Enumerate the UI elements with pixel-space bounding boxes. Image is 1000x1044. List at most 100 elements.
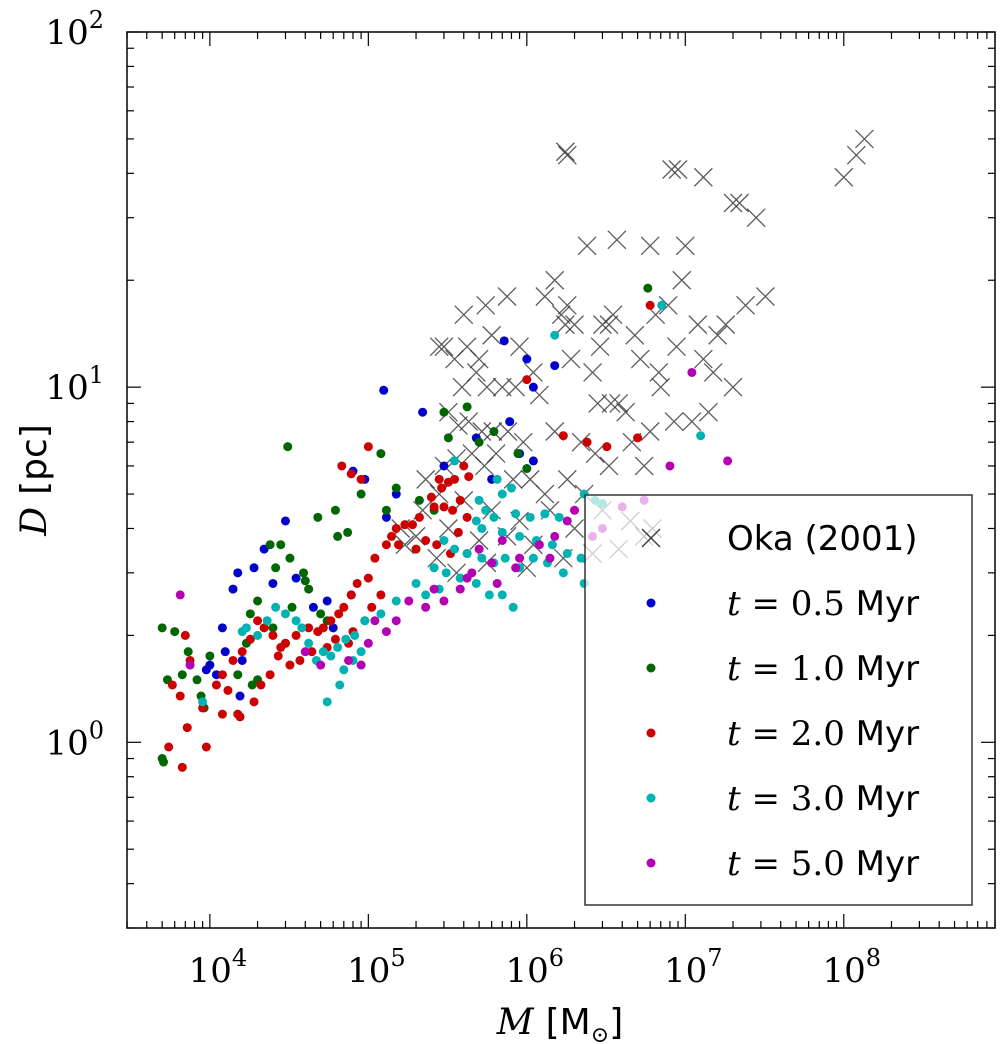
point-t-2-0-myr [253, 616, 263, 626]
point-t-1-0-myr [330, 505, 340, 515]
point-t-1-0-myr [391, 483, 401, 493]
y-axis-label: D[pc] [14, 424, 55, 537]
point-t-3-0-myr [450, 544, 460, 554]
point-t-2-0-myr [450, 474, 460, 484]
point-t-3-0-myr [350, 630, 360, 640]
point-oka-2001 [486, 444, 506, 464]
point-t-3-0-myr [497, 489, 507, 499]
point-t-1-0-myr [513, 449, 523, 459]
point-t-2-0-myr [363, 573, 373, 583]
point-t-3-0-myr [474, 495, 484, 505]
point-t-5-0-myr [723, 456, 733, 466]
point-t-1-0-myr [265, 540, 275, 550]
point-oka-2001 [730, 193, 750, 213]
point-t-2-0-myr [346, 590, 356, 600]
point-t-0-5-myr [550, 361, 560, 371]
point-oka-2001 [416, 469, 436, 489]
point-t-1-0-myr [245, 609, 255, 619]
point-t-3-0-myr [696, 431, 706, 441]
point-t-0-5-myr [233, 568, 243, 578]
point-oka-2001 [583, 362, 603, 382]
point-t-1-0-myr [300, 576, 310, 586]
point-t-0-5-myr [528, 382, 538, 392]
point-t-2-0-myr [304, 623, 314, 633]
point-t-2-0-myr [645, 300, 655, 310]
point-oka-2001 [693, 349, 713, 369]
point-t-2-0-myr [453, 527, 463, 537]
legend-marker [646, 728, 656, 738]
point-t-0-5-myr [528, 456, 538, 466]
point-t-0-5-myr [235, 691, 245, 701]
point-t-0-5-myr [228, 584, 238, 594]
point-oka-2001 [682, 412, 702, 432]
point-t-3-0-myr [540, 509, 550, 519]
point-t-2-0-myr [437, 483, 447, 493]
point-t-2-0-myr [256, 680, 266, 690]
point-t-3-0-myr [576, 553, 586, 563]
point-oka-2001 [708, 325, 728, 345]
x-tick-label: 107 [664, 944, 723, 991]
point-t-2-0-myr [237, 647, 247, 657]
point-oka-2001 [688, 315, 708, 335]
point-t-3-0-myr [497, 590, 507, 600]
point-t-2-0-myr [391, 523, 401, 533]
point-t-2-0-myr [217, 709, 227, 719]
point-t-2-0-myr [167, 680, 177, 690]
point-t-3-0-myr [471, 578, 481, 588]
point-oka-2001 [545, 270, 565, 290]
point-t-1-0-myr [253, 596, 263, 606]
point-t-0-5-myr [217, 623, 227, 633]
point-t-1-0-myr [285, 553, 295, 563]
point-t-2-0-myr [245, 634, 255, 644]
point-t-5-0-myr [474, 544, 484, 554]
point-oka-2001 [640, 422, 660, 441]
point-t-3-0-myr [484, 590, 494, 600]
y-tick-label: 101 [45, 361, 104, 408]
point-oka-2001 [476, 295, 496, 315]
point-t-5-0-myr [429, 584, 439, 594]
point-t-0-5-myr [379, 385, 389, 395]
point-oka-2001 [698, 402, 718, 422]
point-t-0-5-myr [291, 573, 301, 583]
point-t-2-0-myr [273, 651, 283, 661]
point-oka-2001 [466, 362, 486, 382]
point-t-5-0-myr [185, 660, 195, 670]
x-tick-label: 108 [823, 944, 882, 991]
point-oka-2001 [395, 535, 415, 555]
point-t-5-0-myr [562, 516, 572, 526]
point-t-3-0-myr [525, 512, 535, 522]
point-t-5-0-myr [534, 540, 544, 550]
point-t-3-0-myr [291, 616, 301, 626]
point-t-2-0-myr [582, 437, 592, 447]
point-t-1-0-myr [268, 623, 278, 633]
point-oka-2001 [459, 412, 479, 432]
point-oka-2001 [599, 456, 619, 476]
point-t-2-0-myr [426, 492, 436, 502]
point-oka-2001 [557, 145, 577, 165]
point-t-1-0-myr [271, 563, 281, 573]
point-t-2-0-myr [307, 647, 317, 657]
point-oka-2001 [498, 422, 518, 441]
point-t-5-0-myr [492, 578, 502, 588]
point-oka-2001 [675, 236, 695, 256]
point-t-3-0-myr [508, 602, 518, 612]
point-oka-2001 [651, 377, 671, 397]
point-t-3-0-myr [441, 568, 451, 578]
point-t-2-0-myr [370, 553, 380, 563]
point-t-5-0-myr [455, 584, 465, 594]
point-t-1-0-myr [233, 670, 243, 680]
point-oka-2001 [454, 305, 474, 325]
point-t-1-0-myr [462, 402, 472, 412]
legend-marker [646, 858, 656, 868]
point-oka-2001 [625, 325, 645, 345]
point-oka-2001 [588, 393, 608, 413]
point-t-2-0-myr [432, 540, 442, 550]
point-t-1-0-myr [299, 568, 309, 578]
point-t-3-0-myr [198, 697, 208, 707]
point-oka-2001 [429, 337, 449, 357]
point-t-3-0-myr [515, 531, 525, 541]
point-t-1-0-myr [443, 433, 453, 443]
point-t-0-5-myr [280, 516, 290, 526]
x-axis-label: M [M⊙] [496, 1002, 623, 1044]
point-t-5-0-myr [363, 638, 373, 648]
